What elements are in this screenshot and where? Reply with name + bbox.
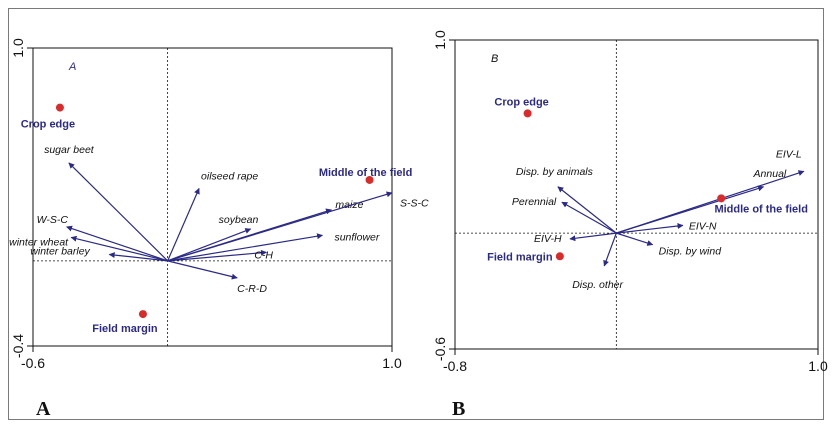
vector-winter-wheat bbox=[70, 235, 168, 262]
vector-oilseed-rape bbox=[167, 187, 200, 262]
vector-label-annual: Annual bbox=[753, 168, 787, 180]
vector-label-disp-by-animals: Disp. by animals bbox=[516, 166, 594, 178]
vector-eiv-h bbox=[569, 232, 617, 242]
sample-point-middle-of-the-field bbox=[365, 175, 374, 184]
vector-soybean bbox=[167, 228, 252, 262]
figure-label-b: B bbox=[452, 398, 466, 420]
x-tick-label: -0.8 bbox=[443, 358, 467, 374]
sample-point-field-margin bbox=[555, 252, 564, 261]
y-tick-label: -0.4 bbox=[10, 334, 26, 358]
vector-c-h bbox=[167, 249, 267, 262]
vector-label-disp-by-wind: Disp. by wind bbox=[659, 246, 723, 258]
vector-label-c-h: C-H bbox=[254, 249, 273, 261]
sample-label-field-margin: Field margin bbox=[92, 323, 158, 335]
sample-label-crop-edge: Crop edge bbox=[494, 96, 548, 108]
vector-sugar-beet bbox=[68, 162, 169, 262]
vector-c-r-d bbox=[167, 260, 238, 280]
sample-point-middle-of-the-field bbox=[717, 194, 726, 203]
vector-label-winter-barley: winter barley bbox=[30, 245, 90, 257]
vector-label-eiv-h: EIV-H bbox=[534, 233, 562, 245]
vector-eiv-l bbox=[616, 170, 805, 234]
sample-point-field-margin bbox=[138, 310, 147, 319]
vector-label-w-s-c: W-S-C bbox=[37, 214, 69, 226]
biplot-panel-b: B -0.8 1.0 -0.6 1.0 Disp. by animals Perennial… bbox=[432, 30, 828, 374]
panel-tag: A bbox=[68, 61, 76, 73]
sample-label-field-margin: Field margin bbox=[487, 251, 553, 263]
y-tick-label: -0.6 bbox=[432, 337, 448, 361]
figure-border bbox=[8, 8, 824, 420]
vector-disp-by-animals bbox=[557, 186, 617, 234]
sample-label-middle-of-the-field: Middle of the field bbox=[714, 203, 808, 215]
vector-label-sugar-beet: sugar beet bbox=[44, 144, 95, 156]
vector-label-eiv-n: EIV-N bbox=[689, 220, 717, 232]
y-tick-label: 1.0 bbox=[432, 30, 448, 50]
vector-winter-barley bbox=[108, 252, 168, 262]
x-tick-label: 1.0 bbox=[382, 355, 402, 371]
vector-disp-other bbox=[603, 232, 617, 267]
vector-sunflower bbox=[167, 233, 324, 262]
vector-label-c-r-d: C-R-D bbox=[237, 283, 267, 295]
sample-point-crop-edge bbox=[55, 103, 64, 112]
vector-eiv-n bbox=[616, 223, 684, 234]
x-tick-label: 1.0 bbox=[808, 358, 828, 374]
vector-label-s-s-c: S-S-C bbox=[400, 198, 429, 210]
vector-label-disp-other: Disp. other bbox=[572, 279, 623, 291]
biplot-panel-a: A -0.6 1.0 -0.4 1.0 sugar beet oilseed rape W-S… bbox=[9, 38, 429, 371]
vector-label-oilseed-rape: oilseed rape bbox=[201, 170, 258, 182]
vector-perennial bbox=[561, 201, 617, 234]
sample-point-crop-edge bbox=[523, 109, 532, 118]
y-tick-label: 1.0 bbox=[10, 38, 26, 58]
vector-disp-by-wind bbox=[616, 232, 654, 246]
panel-tag: B bbox=[491, 53, 498, 65]
vector-label-eiv-l: EIV-L bbox=[776, 148, 802, 160]
vector-label-soybean: soybean bbox=[219, 214, 259, 226]
vector-w-s-c bbox=[66, 225, 168, 262]
vector-label-perennial: Perennial bbox=[512, 196, 557, 208]
x-tick-label: -0.6 bbox=[21, 355, 45, 371]
vector-label-winter-wheat: winter wheat bbox=[9, 236, 69, 248]
sample-label-middle-of-the-field: Middle of the field bbox=[319, 167, 413, 179]
sample-label-crop-edge: Crop edge bbox=[21, 119, 75, 131]
vector-label-sunflower: sunflower bbox=[334, 231, 379, 243]
plot-frame bbox=[32, 47, 393, 347]
vector-s-s-c bbox=[167, 191, 393, 262]
figure-label-a: A bbox=[36, 398, 51, 420]
plot-frame bbox=[454, 39, 819, 350]
